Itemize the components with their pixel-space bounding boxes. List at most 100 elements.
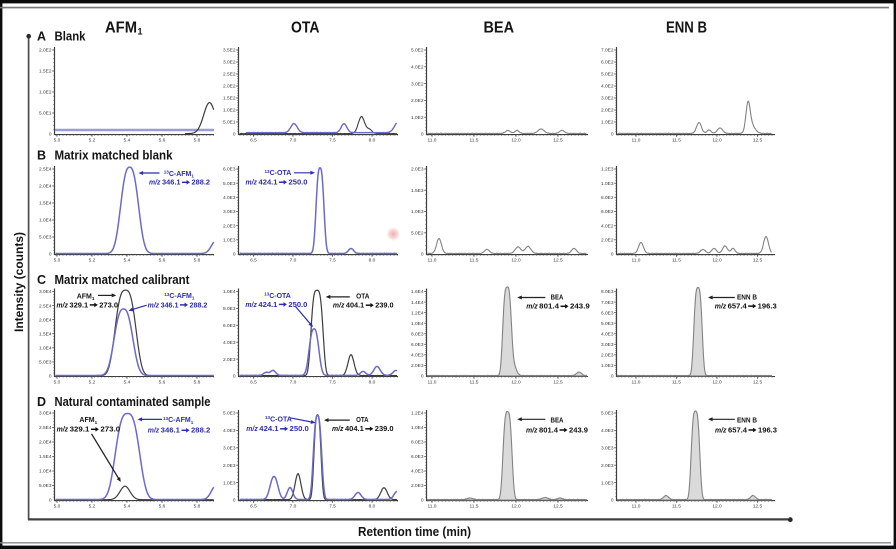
- svg-text:8.0E3: 8.0E3: [411, 440, 424, 446]
- svg-text:11.0: 11.0: [428, 379, 437, 385]
- svg-text:BEA: BEA: [484, 19, 515, 36]
- svg-text:6.5: 6.5: [250, 137, 257, 143]
- svg-text:1.0E2: 1.0E2: [223, 108, 236, 114]
- svg-text:m/z: m/z: [57, 427, 69, 434]
- svg-text:5.6: 5.6: [159, 503, 166, 509]
- svg-text:3.0E3: 3.0E3: [601, 342, 614, 348]
- svg-text:m/z: m/z: [246, 180, 258, 187]
- svg-text:1.5E4: 1.5E4: [39, 331, 52, 337]
- svg-text:1: 1: [138, 27, 143, 37]
- svg-text:11.5: 11.5: [672, 503, 681, 509]
- svg-text:3.0E2: 3.0E2: [223, 60, 236, 66]
- svg-text:7.0: 7.0: [290, 257, 297, 263]
- svg-text:4.0E3: 4.0E3: [411, 469, 424, 475]
- svg-text:AFM1: AFM1: [77, 293, 95, 301]
- svg-text:11.0: 11.0: [632, 137, 641, 143]
- svg-text:0: 0: [611, 374, 614, 380]
- svg-text:5.0E2: 5.0E2: [411, 230, 424, 236]
- svg-text:196.3: 196.3: [758, 427, 777, 434]
- svg-text:801.4: 801.4: [539, 427, 558, 434]
- svg-text:6.5: 6.5: [250, 379, 257, 385]
- svg-text:7.0E3: 7.0E3: [601, 300, 614, 306]
- svg-text:4.0E3: 4.0E3: [411, 353, 424, 359]
- svg-text:ENN B: ENN B: [737, 417, 757, 424]
- svg-text:0: 0: [233, 132, 236, 138]
- svg-text:5.8: 5.8: [194, 379, 201, 385]
- svg-text:12.5: 12.5: [753, 379, 763, 385]
- svg-text:A: A: [37, 30, 46, 44]
- svg-text:11.5: 11.5: [672, 379, 681, 385]
- svg-text:1.2E4: 1.2E4: [411, 310, 424, 316]
- svg-text:5.2: 5.2: [89, 503, 96, 509]
- svg-text:329.1: 329.1: [70, 427, 90, 434]
- svg-text:13C-AFM1: 13C-AFM1: [164, 292, 195, 301]
- svg-text:657.4: 657.4: [728, 304, 747, 311]
- svg-text:2.0E2: 2.0E2: [601, 108, 614, 114]
- svg-text:657.4: 657.4: [728, 427, 747, 434]
- svg-text:0: 0: [421, 498, 424, 504]
- svg-text:2.0E3: 2.0E3: [223, 357, 236, 363]
- svg-text:404.1: 404.1: [346, 303, 364, 310]
- svg-text:1.2E3: 1.2E3: [601, 167, 614, 173]
- svg-text:3.0E3: 3.0E3: [223, 446, 236, 452]
- svg-text:1.0E3: 1.0E3: [601, 363, 614, 369]
- svg-text:12.0: 12.0: [712, 503, 722, 509]
- svg-text:5.0E3: 5.0E3: [223, 181, 236, 187]
- svg-text:404.1: 404.1: [345, 426, 364, 433]
- svg-text:12.0: 12.0: [712, 257, 722, 263]
- svg-text:288.2: 288.2: [191, 428, 210, 435]
- svg-text:239.0: 239.0: [375, 303, 393, 310]
- svg-text:5.8: 5.8: [194, 137, 201, 143]
- svg-text:0: 0: [233, 252, 236, 258]
- svg-text:5.0E1: 5.0E1: [39, 111, 52, 117]
- svg-text:2.5E4: 2.5E4: [39, 425, 52, 431]
- svg-text:0: 0: [49, 374, 52, 380]
- svg-text:12.5: 12.5: [553, 257, 563, 263]
- svg-text:BEA: BEA: [551, 295, 564, 302]
- svg-text:5.0: 5.0: [54, 379, 61, 385]
- svg-text:m/z: m/z: [149, 180, 161, 187]
- svg-text:12.0: 12.0: [511, 257, 521, 263]
- svg-text:1.0E3: 1.0E3: [223, 238, 236, 244]
- svg-text:11.0: 11.0: [428, 137, 437, 143]
- svg-text:11.5: 11.5: [470, 503, 479, 509]
- svg-text:0: 0: [421, 374, 424, 380]
- svg-text:5.0E3: 5.0E3: [39, 235, 52, 241]
- svg-text:4.0E3: 4.0E3: [223, 428, 236, 434]
- svg-text:8.0: 8.0: [369, 503, 376, 509]
- svg-text:6.0E2: 6.0E2: [601, 60, 614, 66]
- svg-text:6.0E3: 6.0E3: [411, 454, 424, 460]
- svg-text:0: 0: [233, 498, 236, 504]
- svg-text:12.5: 12.5: [553, 379, 563, 385]
- svg-text:Matrix matched calibrant: Matrix matched calibrant: [55, 273, 191, 287]
- svg-text:12.5: 12.5: [553, 137, 563, 143]
- svg-text:12.0: 12.0: [712, 137, 722, 143]
- svg-text:3.0E2: 3.0E2: [601, 96, 614, 102]
- svg-text:346.1: 346.1: [162, 180, 181, 187]
- svg-text:2.5E4: 2.5E4: [39, 167, 52, 173]
- svg-text:288.2: 288.2: [190, 302, 208, 309]
- svg-text:4.0E3: 4.0E3: [601, 331, 614, 337]
- svg-text:11.0: 11.0: [632, 257, 641, 263]
- svg-text:m/z: m/z: [526, 304, 538, 311]
- svg-text:OTA: OTA: [356, 294, 369, 301]
- svg-text:2.0E3: 2.0E3: [411, 483, 424, 489]
- svg-text:6.0E3: 6.0E3: [411, 342, 424, 348]
- svg-text:5.0E3: 5.0E3: [223, 411, 236, 417]
- svg-text:AFM1: AFM1: [79, 417, 97, 425]
- svg-text:8.0E3: 8.0E3: [601, 289, 614, 295]
- svg-text:7.0E2: 7.0E2: [601, 48, 614, 54]
- svg-text:2.0E3: 2.0E3: [601, 353, 614, 359]
- svg-text:1.0E2: 1.0E2: [39, 90, 52, 96]
- svg-text:1.4E4: 1.4E4: [411, 300, 424, 306]
- svg-text:2.5E4: 2.5E4: [39, 303, 52, 309]
- svg-text:1.0E3: 1.0E3: [601, 480, 614, 486]
- svg-text:243.9: 243.9: [569, 427, 588, 434]
- svg-text:12.0: 12.0: [511, 379, 521, 385]
- svg-text:ENN B: ENN B: [666, 19, 707, 36]
- svg-text:m/z: m/z: [246, 426, 258, 433]
- svg-text:13C-OTA: 13C-OTA: [265, 169, 292, 177]
- svg-text:12.0: 12.0: [511, 137, 521, 143]
- svg-text:12.5: 12.5: [753, 137, 763, 143]
- svg-text:3.0E4: 3.0E4: [39, 289, 52, 295]
